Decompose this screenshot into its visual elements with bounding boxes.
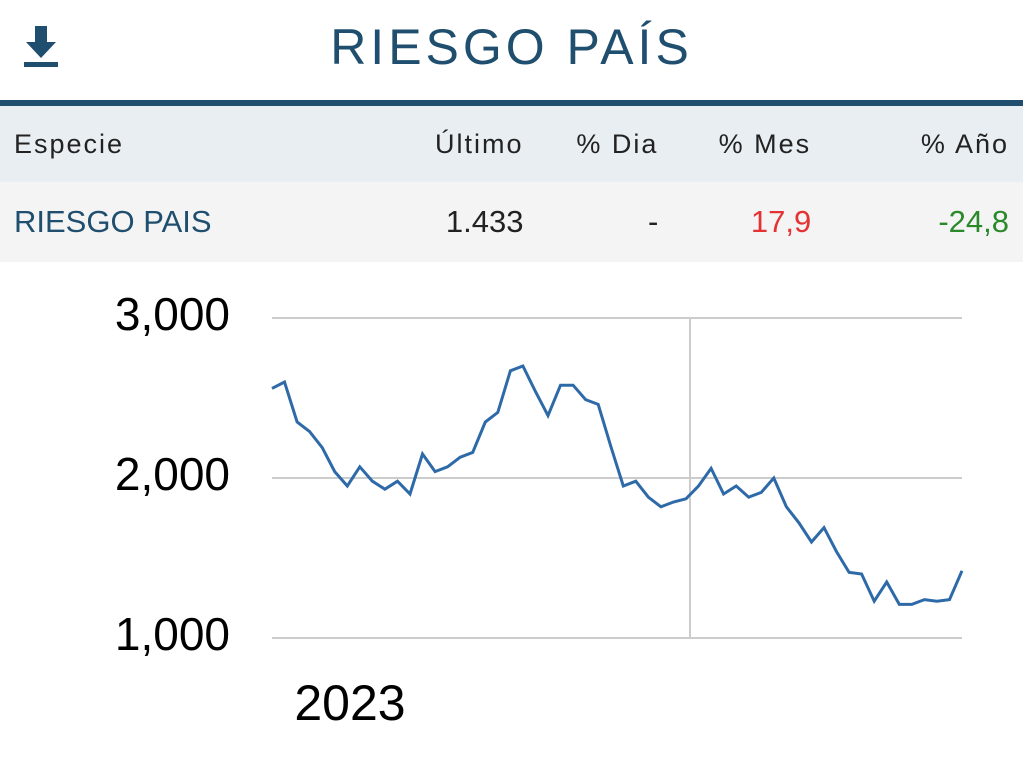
download-icon[interactable]: [22, 22, 62, 72]
column-header: % Dia: [576, 128, 659, 159]
y-tick-label: 3,000: [115, 288, 230, 340]
y-tick-label: 2,000: [115, 448, 230, 500]
line: [271, 364, 964, 606]
column-header: Especie: [14, 128, 125, 159]
header: RIESGO PAÍS: [0, 0, 1023, 100]
cell: -24,8: [938, 204, 1009, 239]
column-header: Último: [434, 128, 524, 159]
column-header: % Año: [920, 128, 1009, 159]
column-header: % Mes: [718, 128, 812, 159]
table-header: Especie Último % Dia % Mes % Año: [0, 106, 1023, 182]
y-tick-label: 1,000: [115, 608, 230, 660]
cell: RIESGO PAIS: [14, 204, 212, 239]
cell: 17,9: [750, 204, 812, 239]
x-axis-label: 2023: [294, 675, 405, 731]
chart: 2023 1,000 2,000 3,000: [115, 288, 964, 731]
cell: -: [648, 204, 659, 239]
cell: 1.433: [445, 204, 524, 239]
title: RIESGO PAÍS: [330, 19, 693, 75]
table-row: RIESGO PAIS 1.433 - 17,9 -24,8: [0, 182, 1023, 262]
divider: [0, 100, 1023, 106]
